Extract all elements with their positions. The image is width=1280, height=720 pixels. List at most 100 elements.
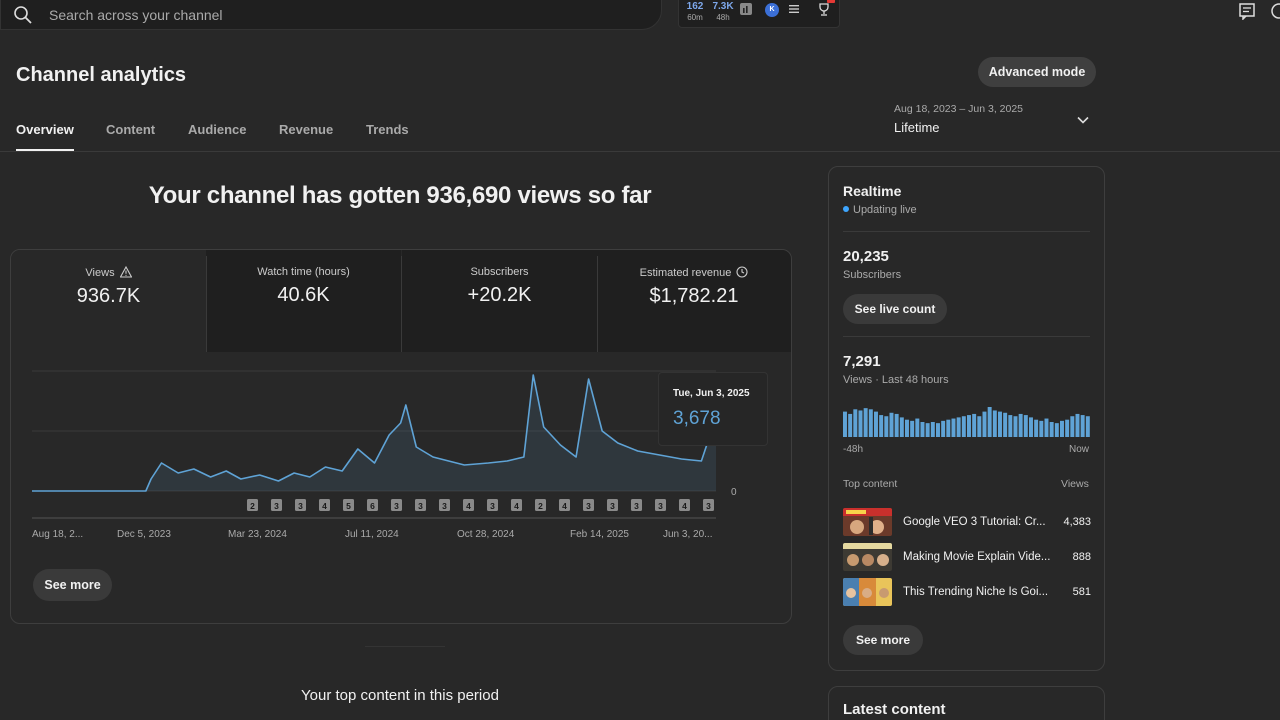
- realtime-bar[interactable]: [879, 415, 884, 437]
- video-marker[interactable]: [679, 499, 690, 511]
- see-live-count-button[interactable]: See live count: [843, 294, 947, 324]
- video-marker[interactable]: [439, 499, 450, 511]
- realtime-bar[interactable]: [951, 418, 956, 437]
- realtime-bar[interactable]: [1054, 423, 1059, 437]
- realtime-bar[interactable]: [884, 416, 889, 437]
- realtime-bar[interactable]: [920, 422, 925, 437]
- metric-views[interactable]: Views 936.7K: [11, 250, 206, 352]
- realtime-bar[interactable]: [905, 419, 909, 437]
- advanced-mode-button[interactable]: Advanced mode: [978, 57, 1096, 87]
- top-content-item[interactable]: Making Movie Explain Vide... 888: [843, 543, 1091, 571]
- realtime-bar[interactable]: [1085, 416, 1090, 437]
- realtime-bar[interactable]: [977, 416, 982, 437]
- video-marker[interactable]: [487, 499, 498, 511]
- realtime-bar[interactable]: [899, 417, 904, 437]
- tab-audience[interactable]: Audience: [188, 122, 247, 137]
- search-icon: [14, 6, 32, 24]
- realtime-bar[interactable]: [853, 409, 858, 437]
- video-marker[interactable]: [583, 499, 594, 511]
- search-input[interactable]: Search across your channel: [49, 7, 223, 23]
- realtime-bar[interactable]: [915, 418, 920, 437]
- top-content-item[interactable]: This Trending Niche Is Goi... 581: [843, 578, 1091, 606]
- realtime-48h-stat[interactable]: 7.3K 48h: [709, 1, 737, 23]
- realtime-bar[interactable]: [946, 419, 951, 437]
- top-content-item[interactable]: Google VEO 3 Tutorial: Cr... 4,383: [843, 508, 1091, 536]
- realtime-bar[interactable]: [1008, 415, 1013, 437]
- realtime-bar[interactable]: [889, 412, 894, 437]
- realtime-bar[interactable]: [972, 413, 977, 437]
- realtime-bar[interactable]: [1013, 416, 1018, 437]
- realtime-bar[interactable]: [925, 423, 930, 437]
- realtime-bar[interactable]: [863, 408, 868, 437]
- video-marker[interactable]: [559, 499, 570, 511]
- realtime-bar[interactable]: [1034, 419, 1039, 437]
- views-line-chart[interactable]: 03.0K23345633343424333343Aug 18, 2...Dec…: [11, 352, 791, 562]
- video-marker[interactable]: [631, 499, 642, 511]
- realtime-bar[interactable]: [1029, 417, 1033, 437]
- realtime-bar[interactable]: [1065, 419, 1070, 437]
- video-marker[interactable]: [703, 499, 714, 511]
- metric-revenue[interactable]: Estimated revenue $1,782.21: [597, 250, 791, 352]
- trophy-icon[interactable]: [817, 3, 831, 17]
- realtime-60m-stat[interactable]: 162 60m: [683, 1, 707, 23]
- realtime-bar[interactable]: [1049, 422, 1054, 437]
- realtime-bar[interactable]: [998, 411, 1002, 437]
- video-marker[interactable]: [295, 499, 306, 511]
- realtime-bar[interactable]: [1080, 415, 1085, 437]
- realtime-bar[interactable]: [1044, 418, 1049, 437]
- metric-subscribers[interactable]: Subscribers +20.2K: [402, 250, 597, 352]
- feedback-icon[interactable]: [1238, 2, 1256, 20]
- realtime-bar[interactable]: [967, 415, 971, 437]
- realtime-bar[interactable]: [848, 413, 853, 437]
- video-marker[interactable]: [391, 499, 402, 511]
- realtime-bar[interactable]: [1018, 413, 1023, 437]
- realtime-bar[interactable]: [1023, 415, 1028, 437]
- search-bar[interactable]: Search across your channel: [0, 0, 662, 30]
- realtime-bar[interactable]: [987, 407, 992, 437]
- video-marker[interactable]: [319, 499, 330, 511]
- video-marker[interactable]: [271, 499, 282, 511]
- video-marker[interactable]: [415, 499, 426, 511]
- realtime-bar[interactable]: [936, 423, 940, 437]
- video-marker[interactable]: [343, 499, 354, 511]
- realtime-bar[interactable]: [1070, 416, 1075, 437]
- extension-badge-icon[interactable]: K: [765, 3, 779, 17]
- realtime-views-bar-chart[interactable]: [843, 401, 1091, 437]
- realtime-bar[interactable]: [868, 409, 873, 437]
- realtime-bar[interactable]: [930, 422, 935, 437]
- video-marker-label: 3: [418, 501, 423, 511]
- realtime-bar[interactable]: [956, 417, 961, 437]
- realtime-bar[interactable]: [992, 410, 997, 437]
- realtime-bar[interactable]: [894, 413, 899, 437]
- tab-overview[interactable]: Overview: [16, 122, 74, 151]
- realtime-bar[interactable]: [858, 410, 863, 437]
- tab-revenue[interactable]: Revenue: [279, 122, 334, 137]
- video-marker[interactable]: [247, 499, 258, 511]
- video-marker[interactable]: [655, 499, 666, 511]
- realtime-bar[interactable]: [982, 411, 987, 437]
- realtime-bar[interactable]: [1060, 420, 1064, 437]
- realtime-bar[interactable]: [941, 420, 946, 437]
- video-marker[interactable]: [535, 499, 546, 511]
- realtime-bar[interactable]: [910, 420, 915, 437]
- help-icon[interactable]: [1270, 2, 1280, 20]
- video-marker[interactable]: [463, 499, 474, 511]
- date-range-picker[interactable]: Aug 18, 2023 – Jun 3, 2025 Lifetime: [894, 103, 1092, 135]
- video-marker[interactable]: [607, 499, 618, 511]
- realtime-bar[interactable]: [843, 411, 847, 437]
- realtime-bar[interactable]: [1039, 420, 1044, 437]
- tab-content[interactable]: Content: [106, 122, 156, 137]
- metric-watch-time[interactable]: Watch time (hours) 40.6K: [206, 250, 401, 352]
- top-content-heading: Your top content in this period: [301, 687, 499, 704]
- see-more-button[interactable]: See more: [33, 569, 112, 601]
- menu-icon[interactable]: [787, 3, 801, 17]
- realtime-bar[interactable]: [874, 411, 878, 437]
- see-more-button[interactable]: See more: [843, 625, 923, 655]
- realtime-bar[interactable]: [1075, 413, 1080, 437]
- tab-trends[interactable]: Trends: [366, 122, 409, 137]
- realtime-bar[interactable]: [961, 416, 966, 437]
- video-marker[interactable]: [511, 499, 522, 511]
- analytics-ext-icon[interactable]: [739, 3, 753, 17]
- video-marker[interactable]: [367, 499, 378, 511]
- realtime-bar[interactable]: [1003, 412, 1008, 437]
